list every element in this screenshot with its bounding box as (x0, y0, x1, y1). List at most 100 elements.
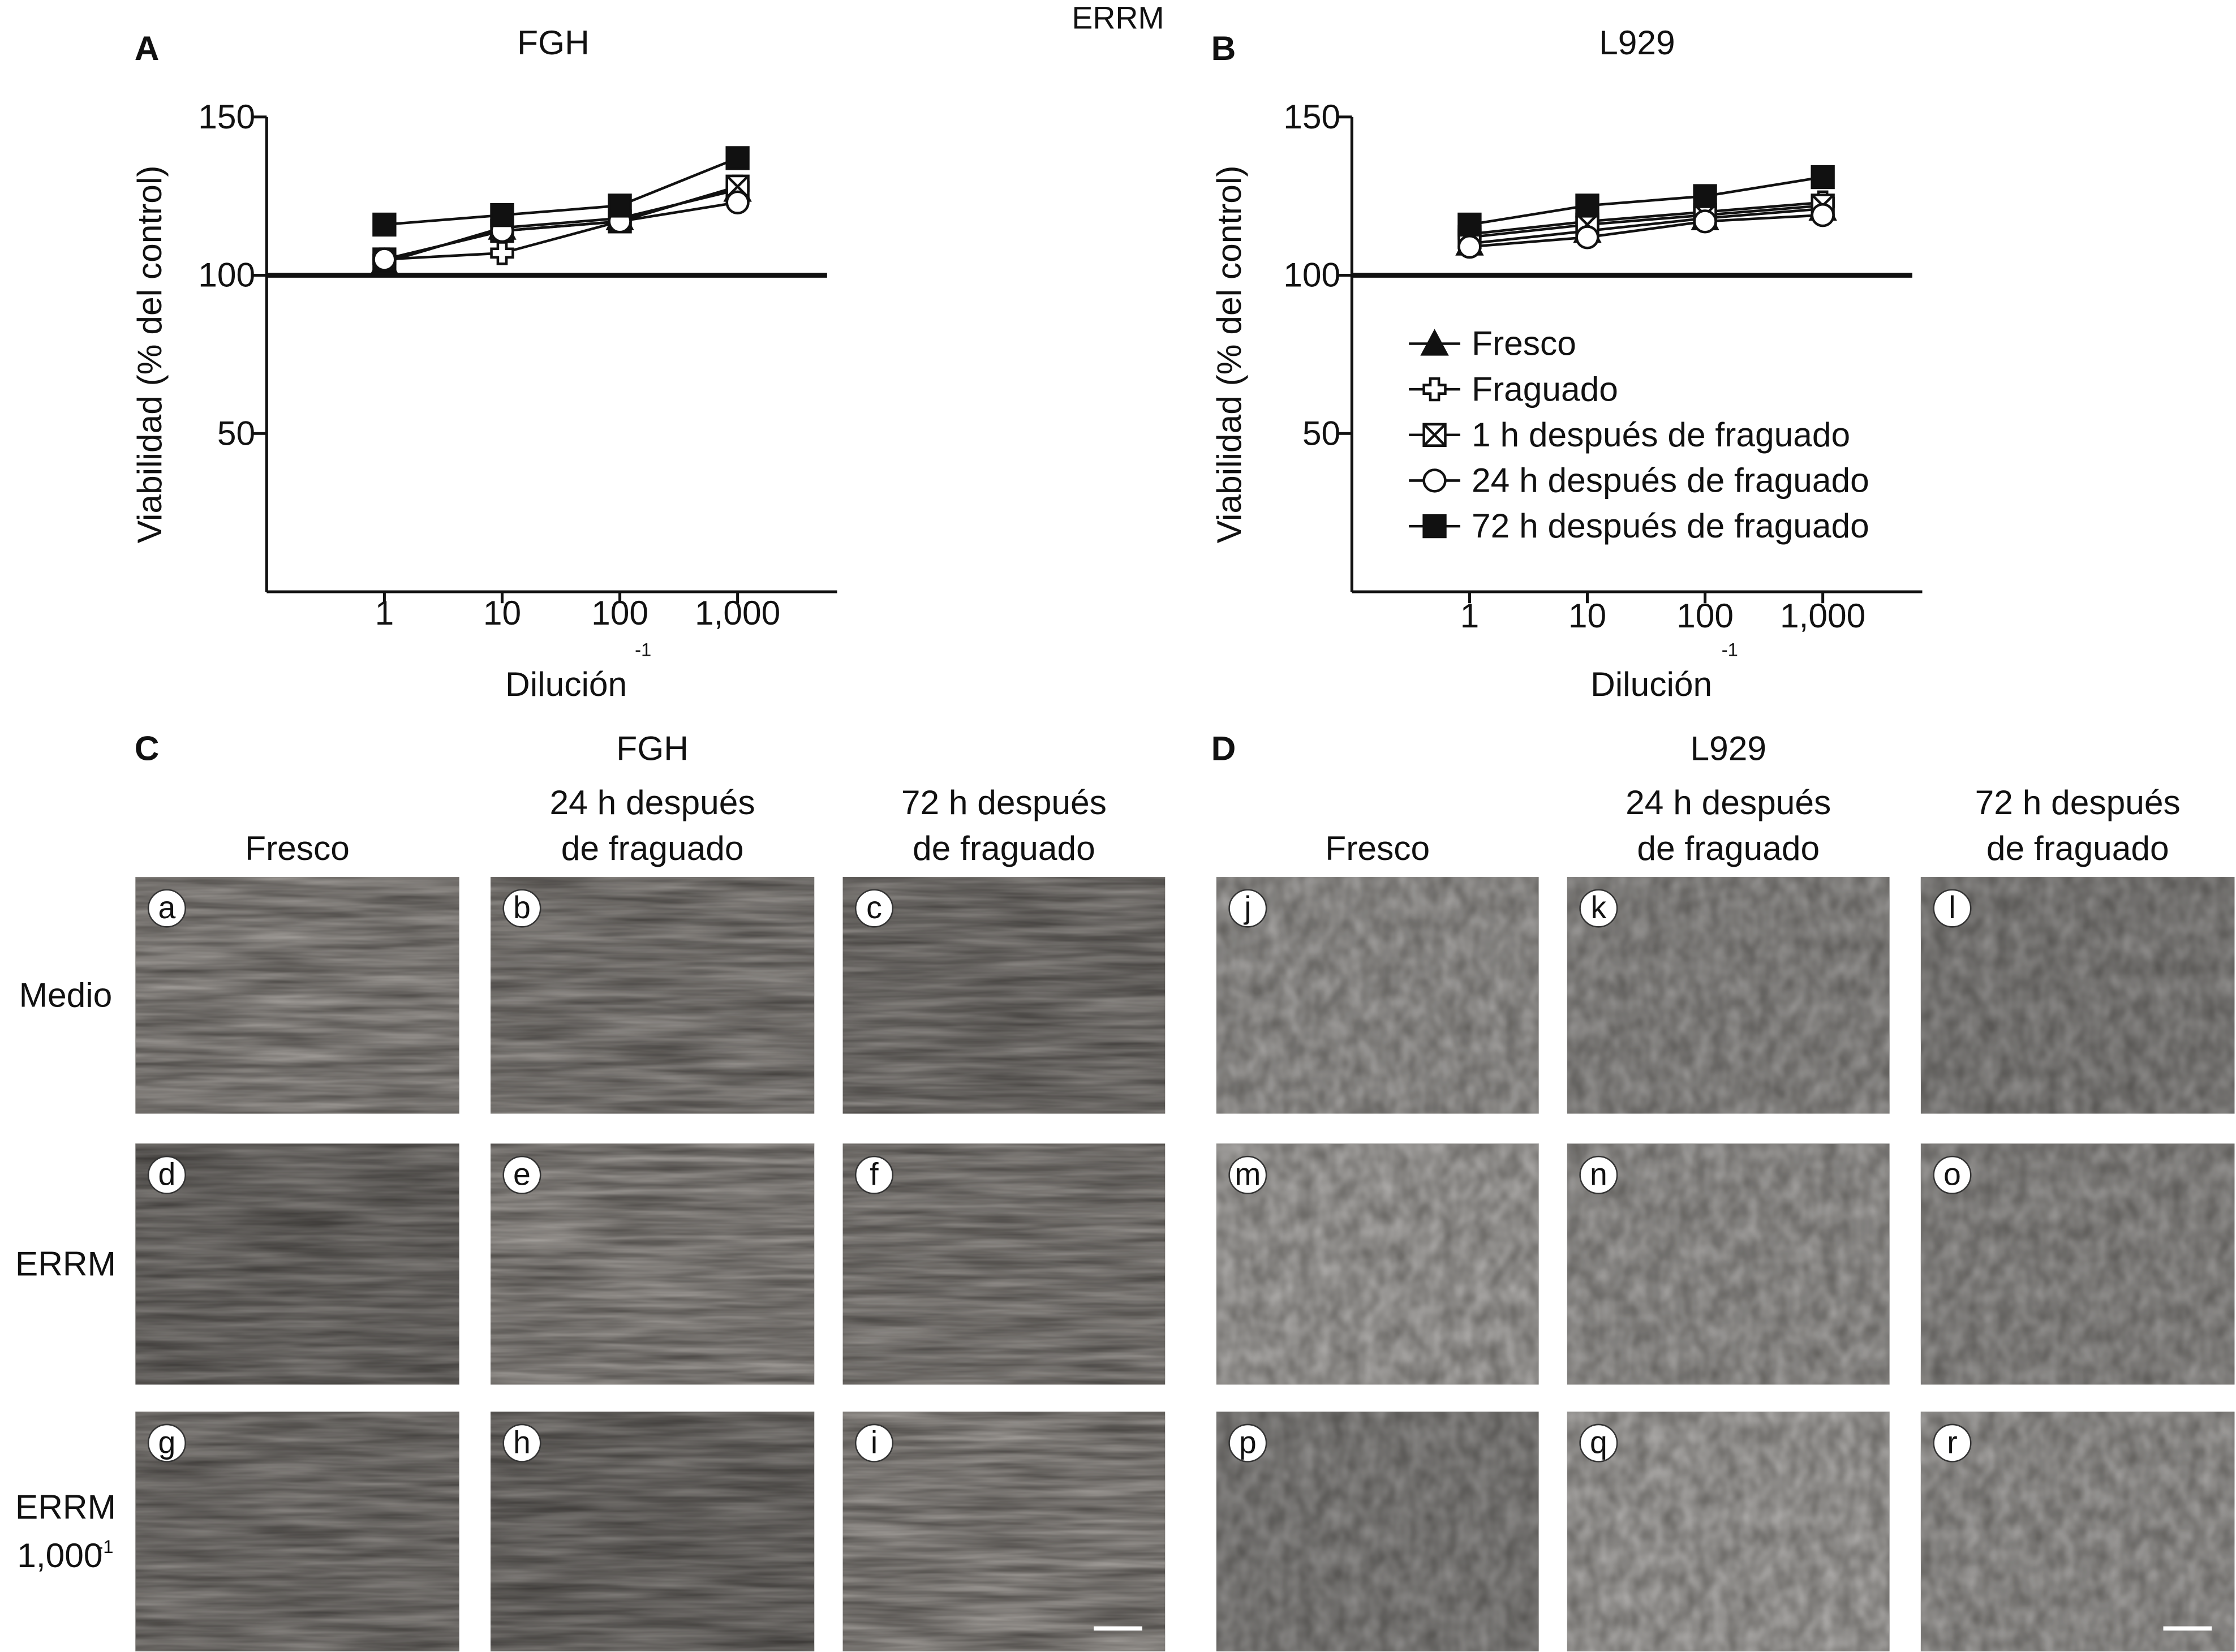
image-letter: c (866, 890, 882, 925)
column-header: 24 h después (550, 783, 755, 821)
micrograph-shade (842, 1143, 1166, 1385)
micrograph-shade (842, 877, 1166, 1114)
series-line (384, 157, 738, 226)
micrograph-shade (491, 877, 815, 1114)
marker (490, 203, 514, 227)
y-tick-label: 100 (198, 256, 255, 294)
image-letter: r (1947, 1425, 1957, 1460)
y-tick-label: 150 (1283, 97, 1340, 136)
column-header: Fresco (245, 829, 350, 867)
micrograph-shade (135, 1412, 459, 1651)
image-letter-badge (1228, 889, 1267, 928)
image-letter: l (1949, 890, 1955, 925)
x-axis-label-superscript: -1 (635, 639, 651, 660)
x-tick-label: 1 (1460, 596, 1480, 635)
column-header: de fraguado (561, 829, 744, 867)
series-line (1469, 213, 1823, 248)
legend-label: Fraguado (1472, 369, 1618, 408)
column-header: Fresco (1325, 829, 1430, 867)
image-letter-badge (854, 1155, 894, 1194)
column-header: de fraguado (1637, 829, 1820, 867)
image-letter: f (870, 1157, 879, 1192)
y-tick-label: 150 (198, 97, 255, 136)
micrograph-shade (135, 1143, 459, 1385)
legend-label: 24 h después de fraguado (1472, 461, 1869, 500)
column-header: 72 h después (1975, 783, 2181, 821)
micrograph-shade (1920, 877, 2235, 1114)
micrograph (842, 1143, 1166, 1385)
micrograph-shade (491, 1412, 815, 1651)
image-letter-badge (1579, 889, 1618, 928)
marker (1575, 225, 1599, 249)
micrograph (1567, 1412, 1890, 1651)
panel-label: B (1211, 29, 1236, 67)
marker (372, 212, 397, 237)
row-label: Medio (19, 975, 113, 1014)
image-letter-badge (1579, 1423, 1618, 1462)
image-letter: q (1590, 1425, 1607, 1460)
image-letter-badge (1933, 889, 1972, 928)
x-tick-label: 1,000 (695, 593, 780, 632)
x-axis-label: Dilución (505, 665, 627, 703)
image-letter: e (513, 1157, 531, 1192)
image-letter-badge (1933, 1423, 1972, 1462)
x-tick-label: 1 (375, 593, 394, 632)
x-tick-label: 100 (1676, 596, 1734, 635)
image-letter-badge (147, 1155, 186, 1194)
image-letter: h (513, 1425, 531, 1460)
micrograph-shade (1216, 1412, 1539, 1651)
column-header: de fraguado (913, 829, 1095, 867)
marker (1693, 209, 1717, 234)
row-label: ERRM (15, 1245, 116, 1283)
micrograph (491, 1143, 815, 1385)
image-letter-badge (1579, 1155, 1618, 1194)
micrograph (842, 1412, 1166, 1651)
series-line (1469, 175, 1824, 226)
image-letter: j (1243, 890, 1251, 925)
image-letter: g (158, 1425, 175, 1460)
legend-marker (1422, 377, 1447, 402)
image-letter: d (158, 1157, 175, 1192)
micrograph (135, 1143, 459, 1385)
y-axis-label: Viabilidad (% del control) (1210, 165, 1248, 543)
y-tick-label: 100 (1283, 256, 1340, 294)
micrograph (1920, 1412, 2235, 1651)
micrograph-shade (1216, 877, 1539, 1114)
chart-title: L929 (1599, 23, 1675, 62)
micrograph-shade (1567, 1143, 1890, 1385)
row-label: ERRM (15, 1487, 116, 1526)
legend-marker (1422, 468, 1447, 493)
marker (1811, 165, 1835, 190)
micrograph (135, 1412, 459, 1651)
image-letter: b (513, 890, 531, 925)
x-tick-label: 1,000 (1780, 596, 1865, 635)
marker (725, 190, 750, 214)
micrograph (135, 877, 459, 1114)
image-letter: o (1943, 1157, 1961, 1192)
figure-title: ERRM (1072, 0, 1164, 35)
legend-label: Fresco (1472, 324, 1576, 363)
image-letter-badge (502, 1155, 541, 1194)
micrograph (1920, 877, 2235, 1114)
legend-marker (1420, 329, 1449, 356)
micrograph-shade (1920, 1412, 2235, 1651)
panel-label: A (135, 29, 160, 67)
row-label: 1,000 (17, 1536, 102, 1574)
image-letter-badge (502, 1423, 541, 1462)
series-line (1469, 204, 1823, 239)
y-tick-label: 50 (1302, 414, 1340, 452)
column-header: 24 h después (1626, 783, 1831, 821)
x-axis-label: Dilución (1590, 665, 1712, 703)
image-letter: m (1235, 1157, 1261, 1192)
legend-label: 72 h después de fraguado (1472, 506, 1869, 545)
image-letter-badge (1933, 1155, 1972, 1194)
column-header: 72 h después (901, 783, 1107, 821)
marker (490, 241, 514, 265)
x-axis-label-superscript: -1 (1722, 639, 1738, 660)
legend-label: 1 h después de fraguado (1472, 415, 1850, 454)
image-letter-badge (147, 1423, 186, 1462)
micrograph (1567, 1143, 1890, 1385)
image-letter-badge (1228, 1155, 1267, 1194)
marker (608, 193, 632, 218)
